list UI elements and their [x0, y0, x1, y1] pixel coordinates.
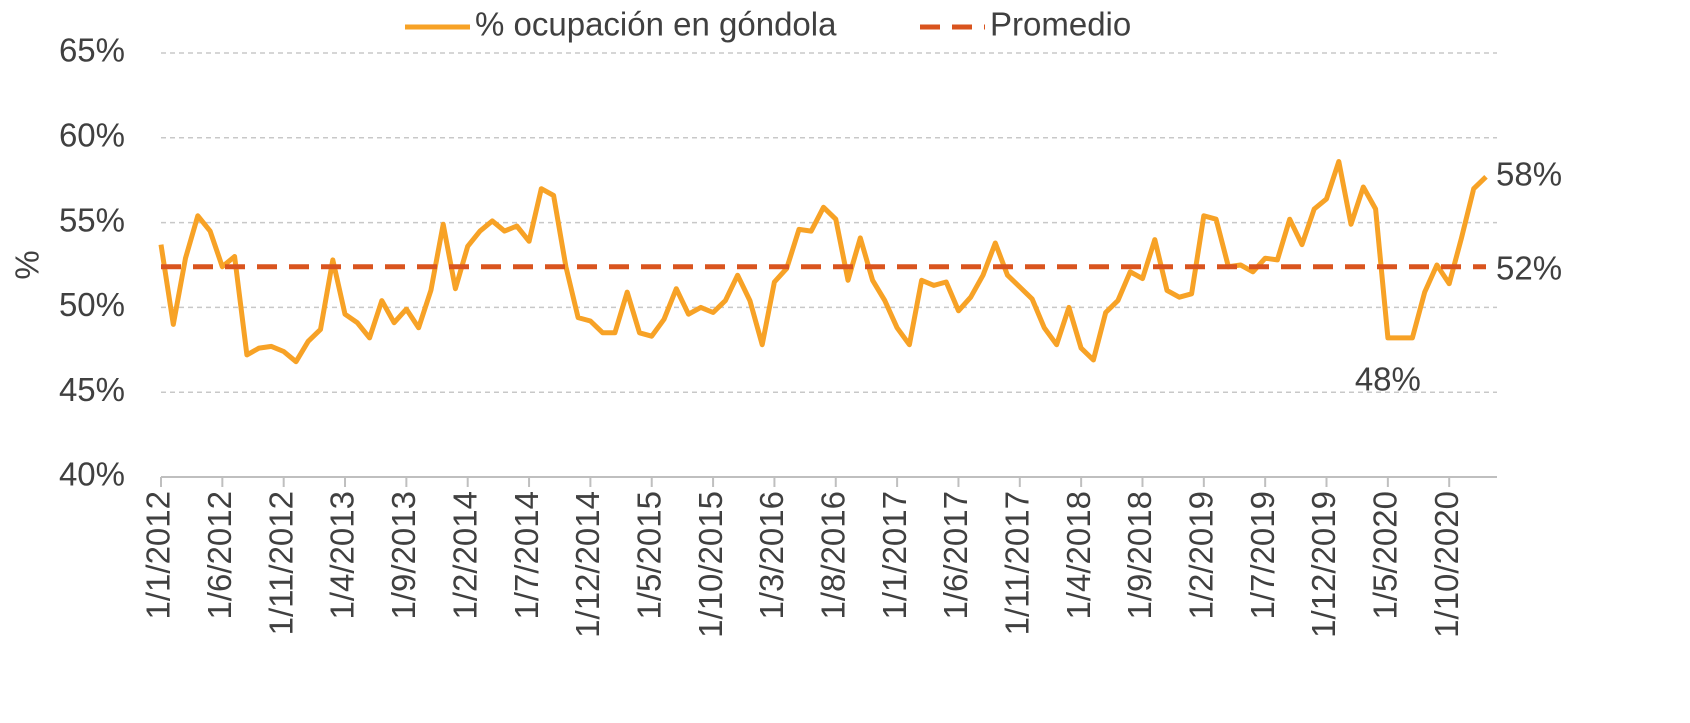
- x-tick-label: 1/12/2014: [569, 491, 606, 638]
- x-tick-label: 1/10/2020: [1428, 491, 1465, 638]
- x-tick-label: 1/7/2014: [508, 491, 545, 619]
- y-tick-label: 40%: [59, 456, 125, 493]
- x-tick-label: 1/5/2020: [1367, 491, 1404, 619]
- x-tick-label: 1/8/2016: [814, 491, 851, 619]
- x-tick-label: 1/4/2013: [324, 491, 361, 619]
- x-tick-label: 1/5/2015: [630, 491, 667, 619]
- x-tick-label: 1/3/2016: [753, 491, 790, 619]
- x-tick-label: 1/6/2017: [937, 491, 974, 619]
- x-tick-label: 1/7/2019: [1244, 491, 1281, 619]
- data-label: 58%: [1496, 156, 1562, 193]
- x-tick-label: 1/9/2013: [385, 491, 422, 619]
- y-axis-label: %: [9, 250, 46, 279]
- x-tick-label: 1/6/2012: [201, 491, 238, 619]
- y-tick-label: 50%: [59, 286, 125, 323]
- y-tick-label: 45%: [59, 371, 125, 408]
- x-tick-label: 1/1/2012: [140, 491, 177, 619]
- x-tick-label: 1/2/2014: [446, 491, 483, 619]
- data-label: 52%: [1496, 249, 1562, 286]
- x-tick-label: 1/2/2019: [1183, 491, 1220, 619]
- y-tick-label: 60%: [59, 117, 125, 154]
- x-tick-label: 1/9/2018: [1121, 491, 1158, 619]
- series-line: [158, 159, 1488, 365]
- x-tick-label: 1/11/2012: [262, 491, 299, 635]
- x-tick-label: 1/1/2017: [876, 491, 913, 619]
- x-tick-label: 1/12/2019: [1305, 491, 1342, 638]
- y-tick-label: 65%: [59, 32, 125, 69]
- data-label: 48%: [1355, 361, 1421, 398]
- x-tick-label: 1/4/2018: [1060, 491, 1097, 619]
- x-tick-label: 1/11/2017: [999, 491, 1036, 635]
- legend-label: Promedio: [990, 6, 1131, 43]
- legend-label: % ocupación en góndola: [475, 6, 837, 43]
- y-tick-label: 55%: [59, 201, 125, 238]
- x-tick-label: 1/10/2015: [692, 491, 729, 638]
